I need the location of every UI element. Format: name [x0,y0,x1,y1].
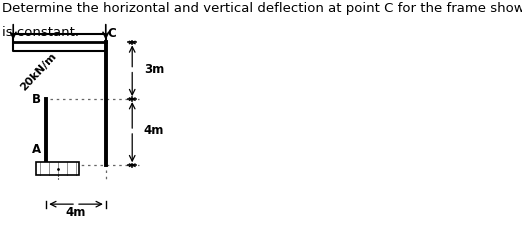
Text: 3m: 3m [144,63,164,76]
Text: C: C [108,27,116,40]
Bar [37,162,79,175]
Text: is constant.: is constant. [2,26,79,39]
Text: B: B [32,93,41,106]
Text: 4m: 4m [66,206,86,219]
Text: Determine the horizontal and vertical deflection at point C for the frame shown : Determine the horizontal and vertical de… [2,2,522,15]
Text: 4m: 4m [144,124,164,138]
Text: A: A [32,143,41,156]
Text: 20kN/m: 20kN/m [18,51,58,93]
